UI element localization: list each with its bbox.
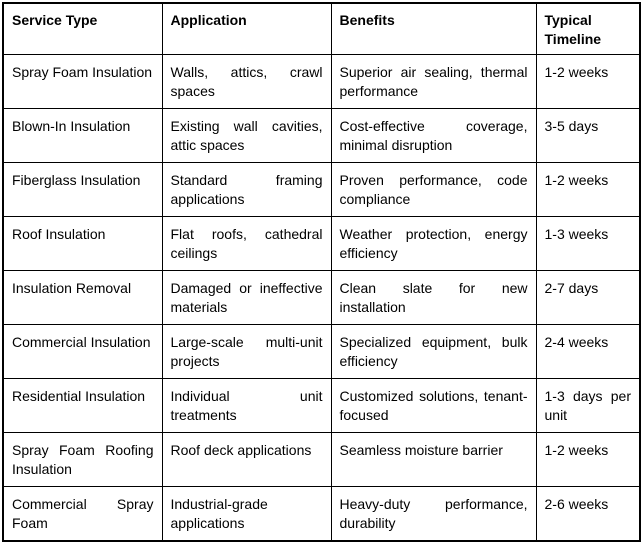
table-row: Spray Foam Insulation Walls, attics, cra… [2,54,641,109]
table-cell-service-type: Roof Insulation [2,216,163,271]
table-cell-service-type: Commercial Insulation [2,324,163,379]
table-cell-timeline: 2-7 days [535,270,641,325]
table-cell-service-type: Spray Foam Roofing Insulation [2,432,163,487]
table-cell-timeline: 1-2 weeks [535,54,641,109]
table-row: Spray Foam Roofing Insulation Roof deck … [2,432,641,487]
table-cell-application: Flat roofs, cathedral ceilings [161,216,332,271]
table-cell-benefits: Cost-effective coverage, minimal disrupt… [330,108,537,163]
table-cell-service-type: Residential Insulation [2,378,163,433]
table-cell-service-type: Insulation Removal [2,270,163,325]
table-cell-application: Standard framing applications [161,162,332,217]
table-cell-timeline: 1-2 weeks [535,432,641,487]
column-header-application: Application [161,2,332,55]
table-row: Residential Insulation Individual unit t… [2,378,641,433]
column-header-benefits: Benefits [330,2,537,55]
table-row: Roof Insulation Flat roofs, cathedral ce… [2,216,641,271]
table-cell-service-type: Fiberglass Insulation [2,162,163,217]
table-cell-service-type: Spray Foam Insulation [2,54,163,109]
table-cell-application: Individual unit treatments [161,378,332,433]
table-cell-benefits: Clean slate for new installation [330,270,537,325]
table-cell-application: Damaged or ineffective materials [161,270,332,325]
table-row: Commercial Insulation Large-scale multi-… [2,324,641,379]
table-cell-application: Walls, attics, crawl spaces [161,54,332,109]
table-cell-application: Roof deck applications [161,432,332,487]
table-cell-benefits: Proven performance, code compliance [330,162,537,217]
column-header-service-type: Service Type [2,2,163,55]
table-cell-application: Large-scale multi-unit projects [161,324,332,379]
table-row: Insulation Removal Damaged or ineffectiv… [2,270,641,325]
table-cell-benefits: Customized solutions, tenant-focused [330,378,537,433]
table-cell-application: Existing wall cavities, attic spaces [161,108,332,163]
table-cell-application: Industrial-grade applications [161,486,332,542]
header-row: Service Type Application Benefits Typica… [2,2,641,55]
table-cell-timeline: 1-2 weeks [535,162,641,217]
table-cell-service-type: Commercial Spray Foam [2,486,163,542]
table-row: Blown-In Insulation Existing wall caviti… [2,108,641,163]
table-row: Commercial Spray Foam Industrial-grade a… [2,486,641,542]
table-cell-timeline: 3-5 days [535,108,641,163]
table-cell-benefits: Superior air sealing, thermal performanc… [330,54,537,109]
table-cell-benefits: Heavy-duty performance, durability [330,486,537,542]
table-cell-timeline: 1-3 days per unit [535,378,641,433]
table-row: Fiberglass Insulation Standard framing a… [2,162,641,217]
table-cell-timeline: 1-3 weeks [535,216,641,271]
table-cell-benefits: Weather protection, energy efficiency [330,216,537,271]
table-cell-timeline: 2-6 weeks [535,486,641,542]
column-header-typical-timeline: Typical Timeline [535,2,641,55]
table-cell-timeline: 2-4 weeks [535,324,641,379]
table-cell-service-type: Blown-In Insulation [2,108,163,163]
table-cell-benefits: Seamless moisture barrier [330,432,537,487]
table-cell-benefits: Specialized equipment, bulk efficiency [330,324,537,379]
